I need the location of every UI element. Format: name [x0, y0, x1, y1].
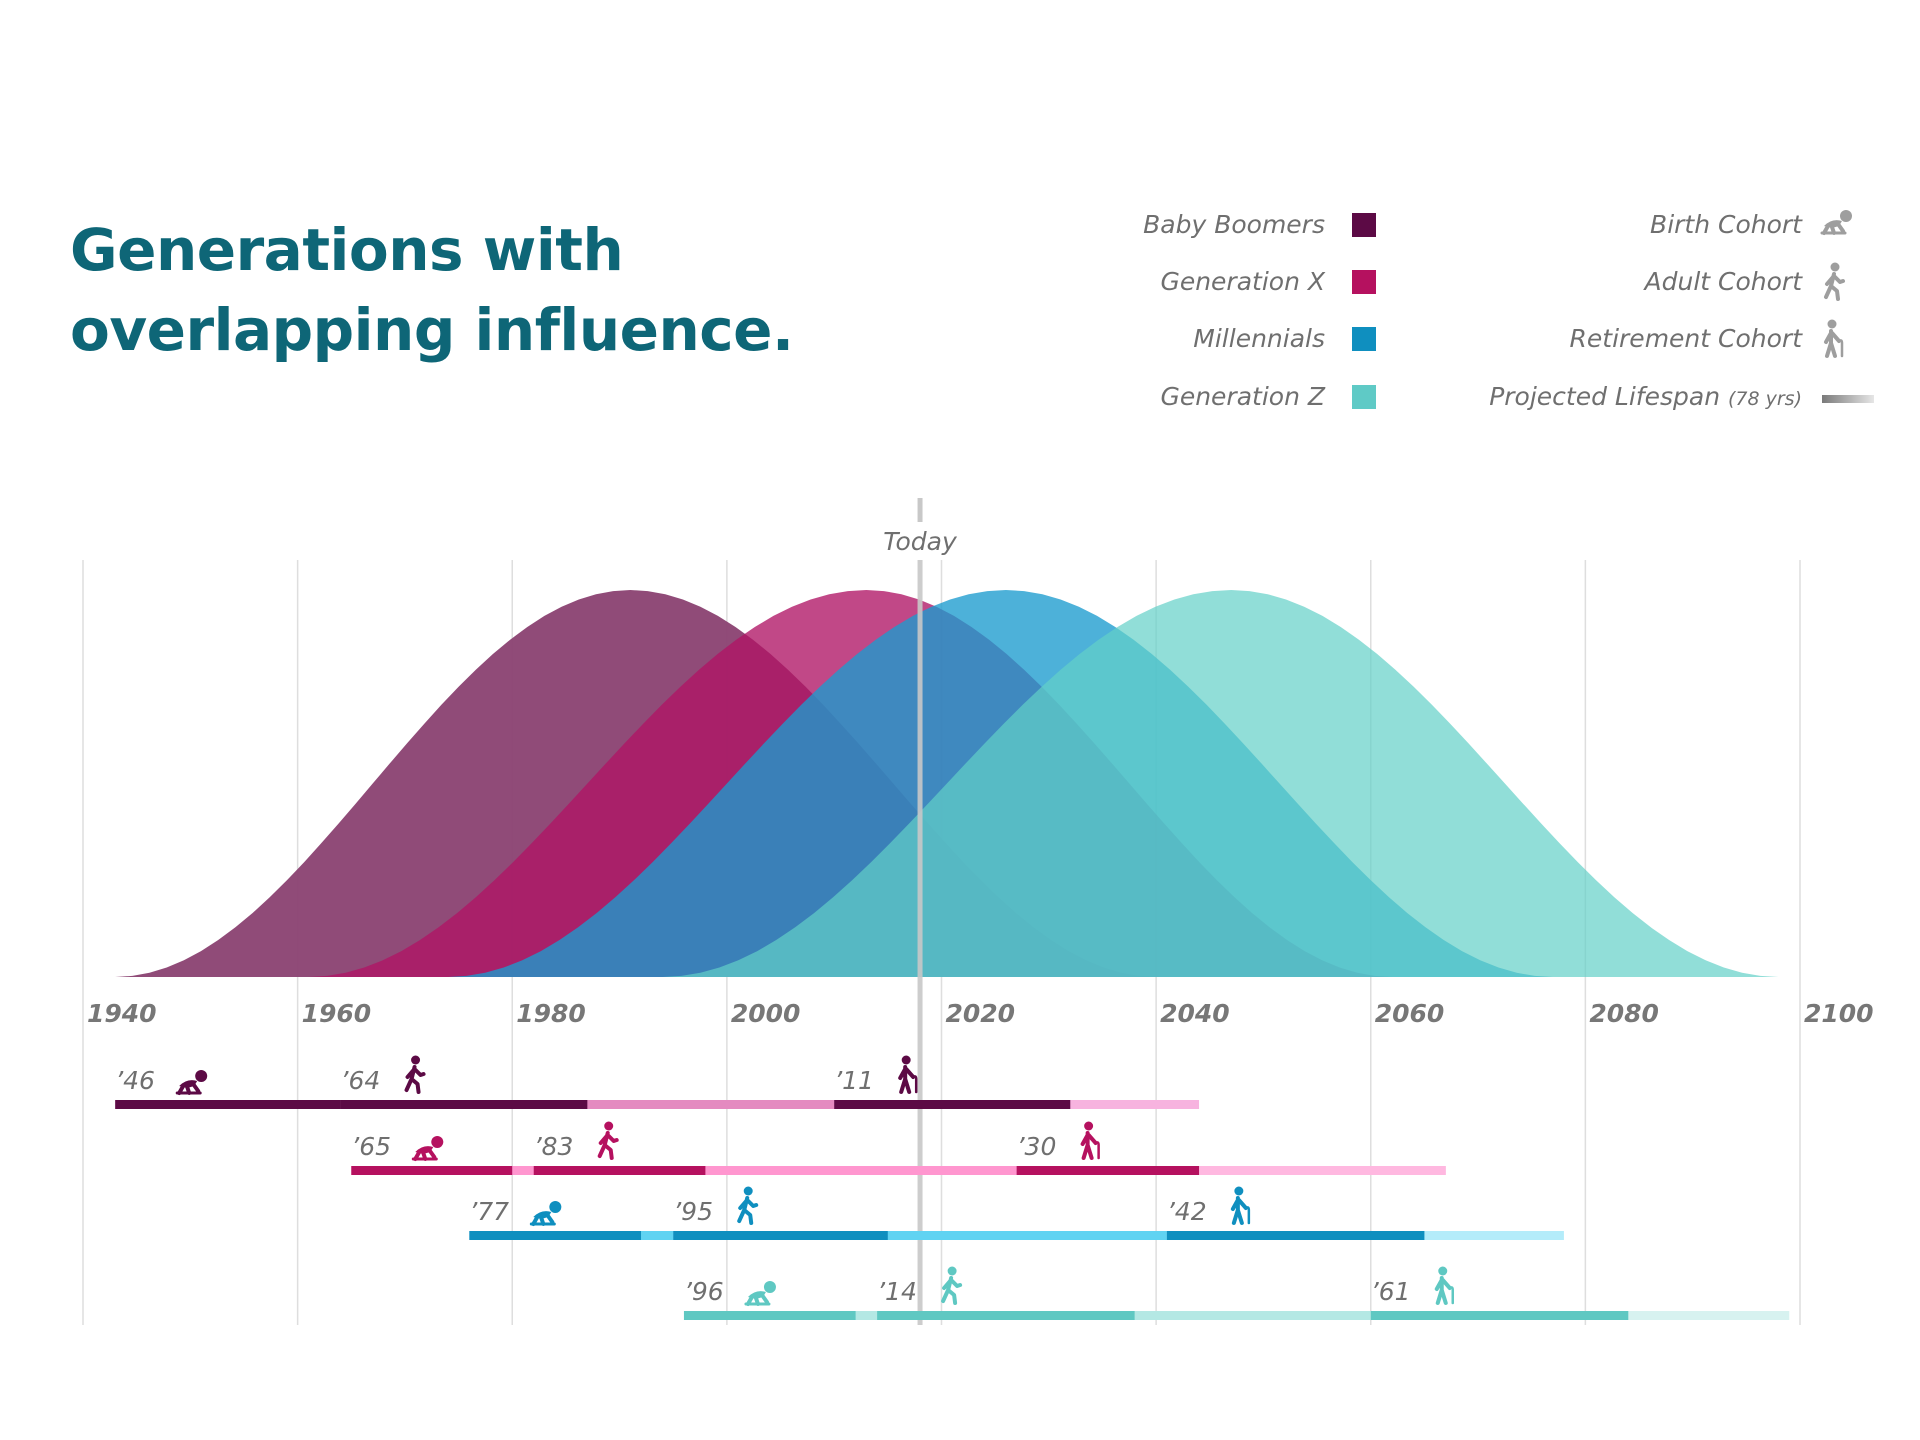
walking-person-icon [597, 1121, 619, 1160]
legend-cohort-label-2: Retirement Cohort [1570, 324, 1804, 353]
legend: Baby Boomers Generation X Millennials Gener… [1143, 210, 1874, 411]
x-tick-label-2100: 2100 [1804, 999, 1874, 1028]
legend-swatch-0 [1352, 213, 1376, 237]
legend-swatch-3 [1352, 385, 1376, 409]
legend-label-3: Generation Z [1160, 382, 1325, 411]
legend-label-2: Millennials [1193, 324, 1325, 353]
walking-person-icon [737, 1186, 759, 1225]
x-tick-label-1960: 1960 [302, 999, 372, 1028]
birth-year-label: ’96 [684, 1277, 724, 1306]
timeline-generation-x: ’65 ’83 ’30 [351, 1121, 1446, 1175]
retirement-cohort-bar [1016, 1166, 1200, 1175]
adult-year-label: ’64 [341, 1066, 381, 1095]
x-axis: 1940 1960 1980 2000 2020 2040 2060 2080 2100 [87, 999, 1874, 1028]
crawling-baby-icon [529, 1201, 562, 1226]
birth-year-label: ’46 [115, 1066, 155, 1095]
lifespan-note: (78 yrs) [1728, 388, 1802, 410]
elderly-cane-icon [1080, 1121, 1100, 1160]
x-tick-label-2080: 2080 [1589, 999, 1659, 1028]
timeline-generation-z: ’96 ’14 ’61 [683, 1266, 1790, 1320]
elderly-cane-icon [1824, 319, 1844, 358]
legend-lifespan-label: Projected Lifespan (78 yrs) [1489, 382, 1802, 411]
timeline-baby-boomers: ’46 ’64 ’11 [115, 1055, 1200, 1109]
legend-cohort-label-0: Birth Cohort [1650, 210, 1803, 239]
adult-cohort-bar [877, 1311, 1135, 1320]
legend-swatch-1 [1352, 270, 1376, 294]
birth-year-label: ’65 [351, 1132, 391, 1161]
legend-swatch-2 [1352, 327, 1376, 351]
legend-label-1: Generation X [1160, 267, 1325, 296]
today-label: Today [883, 527, 958, 556]
x-tick-label-2000: 2000 [731, 999, 801, 1028]
crawling-baby-icon [1820, 210, 1852, 235]
retirement-year-label: ’42 [1167, 1197, 1207, 1226]
title-line-2: overlapping influence. [70, 296, 794, 364]
cohort-timelines: ’46 ’64 ’11 ’65 ’83 ’30 ’77 ’95 ’42 ’96 ’14 ’61 [115, 1055, 1790, 1320]
birth-year-label: ’77 [469, 1197, 509, 1226]
x-tick-label-2040: 2040 [1160, 999, 1230, 1028]
x-tick-label-1940: 1940 [87, 999, 157, 1028]
walking-person-icon [941, 1266, 963, 1305]
gap-bar-birth-adult [512, 1166, 534, 1175]
retirement-cohort-bar [834, 1100, 1071, 1109]
birth-cohort-bar [115, 1100, 341, 1109]
birth-cohort-bar [683, 1311, 856, 1320]
retirement-cohort-bar [1166, 1231, 1425, 1240]
today-marker: Today [883, 498, 958, 1325]
timeline-millennials: ’77 ’95 ’42 [469, 1186, 1564, 1240]
elderly-cane-icon [1434, 1266, 1454, 1305]
retirement-year-label: ’11 [834, 1066, 874, 1095]
birth-cohort-bar [469, 1231, 642, 1240]
adult-cohort-bar [340, 1100, 588, 1109]
legend-label-0: Baby Boomers [1143, 210, 1325, 239]
adult-year-label: ’95 [673, 1197, 713, 1226]
lifespan-gradient-icon [1822, 395, 1874, 403]
generation-curves [115, 590, 1779, 977]
retirement-year-label: ’61 [1371, 1277, 1411, 1306]
x-tick-label-1980: 1980 [516, 999, 586, 1028]
curve-generation-z [662, 590, 1779, 977]
x-tick-label-2020: 2020 [946, 999, 1016, 1028]
adult-year-label: ’14 [877, 1277, 917, 1306]
birth-cohort-bar [351, 1166, 513, 1175]
page-title: Generations with overlapping influence. [70, 210, 794, 370]
adult-cohort-bar [673, 1231, 888, 1240]
walking-person-icon [1824, 262, 1845, 301]
lifespan-name: Projected Lifespan [1489, 382, 1728, 411]
retirement-year-label: ’30 [1017, 1132, 1057, 1161]
gap-bar-birth-adult [855, 1311, 878, 1320]
crawling-baby-icon [175, 1070, 208, 1095]
gap-bar-adult-retirement [705, 1166, 1017, 1175]
title-line-1: Generations with [70, 216, 624, 284]
x-tick-label-2060: 2060 [1375, 999, 1445, 1028]
gap-bar-adult-retirement [587, 1100, 835, 1109]
elderly-cane-icon [1230, 1186, 1251, 1225]
adult-year-label: ’83 [534, 1132, 574, 1161]
elderly-cane-icon [898, 1055, 918, 1094]
adult-cohort-bar [533, 1166, 706, 1175]
retirement-cohort-bar [1370, 1311, 1629, 1320]
gap-bar-adult-retirement [1134, 1311, 1371, 1320]
gap-bar-adult-retirement [887, 1231, 1167, 1240]
crawling-baby-icon [411, 1136, 444, 1161]
walking-person-icon [404, 1055, 426, 1094]
gap-bar-birth-adult [641, 1231, 674, 1240]
legend-cohort-label-1: Adult Cohort [1643, 267, 1804, 296]
crawling-baby-icon [744, 1281, 776, 1306]
